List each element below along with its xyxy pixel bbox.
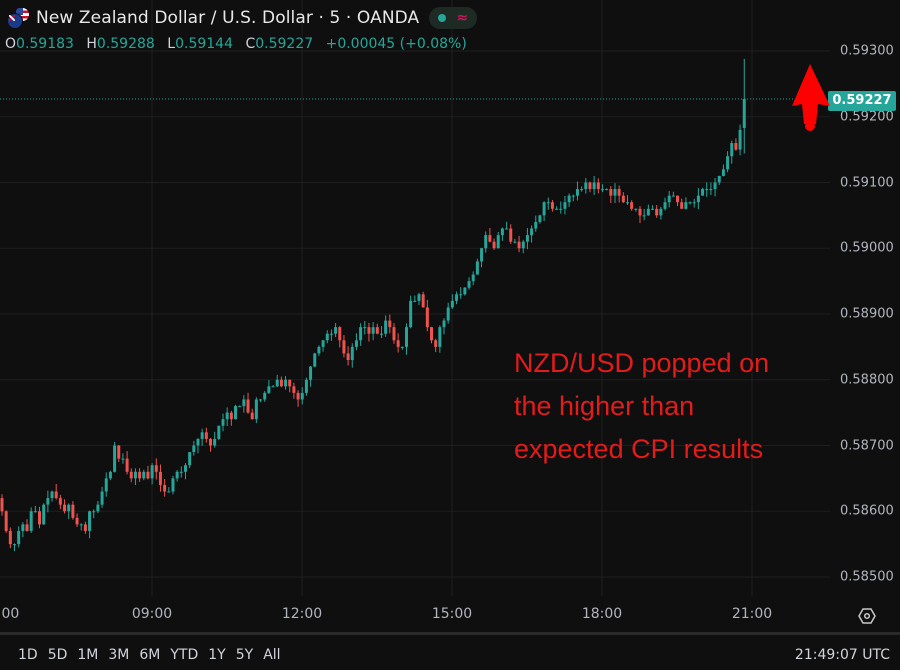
red-up-arrow-icon — [792, 64, 830, 131]
low-value: 0.59144 — [175, 36, 233, 52]
utc-clock[interactable]: 21:49:07 UTC — [794, 647, 890, 663]
market-open-dot-icon — [438, 14, 447, 22]
low-label: L — [167, 36, 176, 52]
currency-flags — [6, 7, 30, 29]
high-value: 0.59288 — [96, 36, 155, 52]
close-value: 0.59227 — [255, 36, 314, 52]
open-value: 0.59183 — [16, 36, 74, 52]
close-label: C — [245, 36, 256, 52]
time-tick: 21:00 — [731, 606, 773, 622]
open-label: O — [5, 36, 17, 52]
bottom-toolbar: 1D 5D 1M 3M 6M YTD 1Y 5Y All 21:49:07 UT… — [0, 635, 900, 670]
cpi-annotation: NZD/USD popped on the higher than expect… — [514, 348, 770, 464]
time-tick: 09:00 — [131, 606, 173, 622]
time-tick: 18:00 — [581, 606, 623, 622]
high-label: H — [86, 36, 97, 52]
price-tick: 0.59100 — [840, 175, 894, 191]
price-tick: 0.58800 — [840, 372, 894, 388]
range-5y-button[interactable]: 5Y — [235, 647, 254, 663]
date-range-selector: 1D 5D 1M 3M 6M YTD 1Y 5Y All — [13, 647, 286, 663]
nz-flag-icon — [8, 14, 22, 28]
price-tick: 0.59200 — [840, 109, 894, 125]
symbol-title-row: New Zealand Dollar / U.S. Dollar · 5 · O… — [6, 6, 478, 30]
price-tick: 0.59000 — [840, 240, 894, 256]
price-tick: 0.58500 — [840, 569, 894, 585]
candlestick-chart[interactable] — [0, 0, 830, 596]
ohlc-legend: O0.59183 H0.59288 L0.59144 C0.59227 +0.0… — [5, 36, 475, 52]
range-1d-button[interactable]: 1D — [18, 647, 38, 663]
chart-settings-icon[interactable] — [858, 607, 876, 625]
data-delay-wave-icon: ≈ — [456, 10, 469, 26]
time-tick: 12:00 — [281, 606, 323, 622]
time-tick: 15:00 — [431, 606, 473, 622]
range-3m-button[interactable]: 3M — [108, 647, 130, 663]
price-tick: 0.59300 — [840, 43, 894, 59]
range-ytd-button[interactable]: YTD — [170, 647, 199, 663]
price-tick: 0.58900 — [840, 306, 894, 322]
market-status-pill[interactable]: ≈ — [429, 7, 478, 29]
chart-plot-area[interactable] — [0, 0, 830, 596]
chart-header: New Zealand Dollar / U.S. Dollar · 5 · O… — [0, 0, 830, 56]
range-5d-button[interactable]: 5D — [47, 647, 68, 663]
last-price-badge: 0.59227 — [828, 91, 896, 111]
range-1y-button[interactable]: 1Y — [208, 647, 226, 663]
symbol-title[interactable]: New Zealand Dollar / U.S. Dollar · 5 · O… — [36, 8, 420, 28]
time-axis[interactable]: :00 09:00 12:00 15:00 18:00 21:00 — [0, 596, 900, 632]
price-tick: 0.58600 — [840, 503, 894, 519]
price-tick: 0.58700 — [840, 438, 894, 454]
bottom-divider — [0, 632, 900, 635]
price-axis[interactable]: 0.59300 0.59200 0.59100 0.59000 0.58900 … — [830, 0, 900, 596]
time-tick: :00 — [0, 606, 20, 622]
range-1m-button[interactable]: 1M — [77, 647, 99, 663]
range-all-button[interactable]: All — [263, 647, 281, 663]
price-change: +0.00045 (+0.08%) — [325, 36, 467, 52]
range-6m-button[interactable]: 6M — [139, 647, 161, 663]
